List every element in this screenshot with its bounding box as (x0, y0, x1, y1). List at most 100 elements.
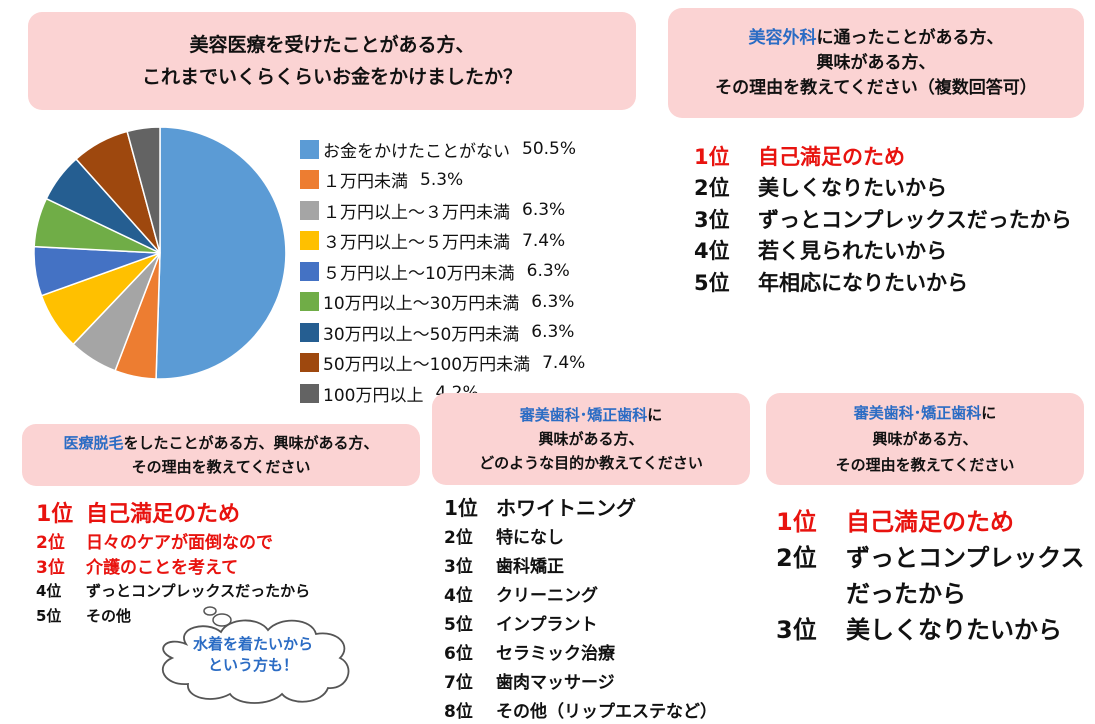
bubble-line-2: という方も！ (207, 656, 298, 674)
legend-value: 6.3% (522, 200, 566, 221)
rank-text: 日々のケアが面倒なので (86, 533, 273, 553)
rank-text: ずっとコンプレックスだったから (758, 207, 1072, 232)
legend-label: １万円未満 (323, 172, 408, 193)
dental-purpose-question-line-1: に (647, 406, 663, 424)
dental-purpose-question-box: 審美歯科･矯正歯科に 興味がある方、 どのような目的か教えてください (432, 393, 750, 485)
dental-purpose-rank-4: 4位 クリーニング (444, 579, 717, 608)
cosmetic-surgery-rank-2: 2位 美しくなりたいから (694, 172, 1072, 204)
hair-removal-question-box: 医療脱毛をしたことがある方、興味がある方、 その理由を教えてください (22, 424, 420, 486)
dental-purpose-rank-6: 6位 セラミック治療 (444, 637, 717, 666)
dental-purpose-ranking: 1位 ホワイトニング 2位 特になし 3位 歯科矯正 4位 クリーニング 5位 インプラント 6位 セ… (444, 492, 717, 724)
legend-swatch (300, 139, 319, 159)
dental-purpose-rank-5: 5位 インプラント (444, 608, 717, 637)
rank-text: その他（リップエステなど） (496, 702, 717, 722)
dental-purpose-question-line-3: どのような目的か教えてください (479, 454, 703, 472)
legend-label: お金をかけたことがない (323, 141, 510, 162)
dental-reason-question-box: 審美歯科･矯正歯科に 興味がある方、 その理由を教えてください (766, 393, 1084, 485)
pie-question-box: 美容医療を受けたことがある方、 これまでいくらくらいお金をかけましたか？ (28, 12, 636, 110)
rank-number: 8位 (444, 702, 473, 722)
rank-text: 歯肉マッサージ (496, 673, 615, 693)
dental-reason-keyword: 審美歯科･矯正歯科 (853, 404, 982, 422)
legend-label: 100万円以上 (323, 385, 424, 406)
legend-value: 5.3% (420, 169, 464, 190)
rank-text: ずっとコンプレックスだったから (86, 582, 311, 600)
hair-removal-rank-1: 1位 自己満足のため (36, 496, 310, 528)
legend-value: 6.3% (531, 322, 575, 343)
legend-swatch (300, 261, 319, 281)
pie-slice-1 (155, 126, 287, 380)
rank-number: 3位 (776, 616, 817, 644)
rank-number: 6位 (444, 644, 473, 664)
legend-entry: １万円未満 5.3% (300, 165, 585, 196)
rank-text: 自己満足のため (758, 144, 905, 169)
cosmetic-surgery-ranking: 1位 自己満足のため 2位 美しくなりたいから 3位 ずっとコンプレックスだったから 4位 若… (694, 140, 1072, 298)
legend-label: ３万円以上～５万円未満 (323, 233, 510, 254)
cosmetic-surgery-rank-1: 1位 自己満足のため (694, 140, 1072, 172)
cosmetic-surgery-rank-5: 5位 年相応になりたいから (694, 266, 1072, 298)
bubble-text: 水着を着たいから という方も！ (188, 634, 318, 676)
pie-question-line-1: 美容医療を受けたことがある方、 (189, 34, 475, 56)
rank-text: インプラント (496, 615, 598, 635)
dental-reason-question-line-1: に (981, 404, 997, 422)
dental-purpose-question-line-2: 興味がある方、 (538, 430, 644, 448)
rank-text: 自己満足のため (86, 502, 241, 527)
legend-swatch (300, 383, 319, 403)
legend-entry: 10万円以上～30万円未満 6.3% (300, 287, 585, 318)
rank-text: その他 (86, 607, 132, 625)
legend-swatch (300, 292, 319, 312)
rank-text: ずっとコンプレックスだったから (846, 544, 1085, 608)
rank-number: 5位 (36, 607, 62, 625)
legend-value: 7.4% (542, 352, 586, 373)
rank-number: 3位 (694, 207, 730, 232)
legend-label: 30万円以上～50万円未満 (323, 324, 520, 345)
rank-text: 歯科矯正 (496, 557, 564, 577)
rank-text: 自己満足のため (846, 508, 1014, 536)
bubble-line-1: 水着を着たいから (192, 635, 313, 653)
hair-removal-ranking: 1位 自己満足のため 2位 日々のケアが面倒なので 3位 介護のことを考えて 4位 ずっとコン… (36, 496, 310, 628)
legend-entry: 30万円以上～50万円未満 6.3% (300, 317, 585, 348)
cosmetic-surgery-rank-4: 4位 若く見られたいから (694, 235, 1072, 267)
cosmetic-surgery-question-line-1: に通ったことがある方、 (816, 27, 1004, 48)
legend-swatch (300, 200, 319, 220)
pie-slice-9 (126, 126, 161, 254)
rank-number: 2位 (776, 544, 817, 572)
rank-number: 5位 (694, 270, 730, 295)
dental-reason-rank-2: 2位 ずっとコンプレックス だったから (776, 540, 1085, 612)
rank-number: 5位 (444, 615, 473, 635)
cosmetic-surgery-question-line-2: 興味がある方、 (816, 52, 936, 73)
legend-swatch (300, 353, 319, 373)
hair-removal-question-line-2: その理由を教えてください (131, 458, 311, 476)
rank-text: 美しくなりたいから (846, 616, 1062, 644)
pie-question-line-2: これまでいくらくらいお金をかけましたか？ (141, 66, 522, 88)
legend-label: 10万円以上～30万円未満 (323, 294, 520, 315)
rank-number: 1位 (444, 496, 478, 520)
rank-number: 4位 (694, 239, 730, 264)
legend-entry: 50万円以上～100万円未満 7.4% (300, 348, 585, 379)
rank-number: 2位 (694, 176, 730, 201)
legend-value: 6.3% (531, 291, 575, 312)
hair-removal-rank-2: 2位 日々のケアが面倒なので (36, 528, 310, 553)
hair-removal-rank-4: 4位 ずっとコンプレックスだったから (36, 578, 310, 603)
rank-text: セラミック治療 (496, 644, 615, 664)
rank-text: ホワイトニング (496, 496, 636, 520)
dental-reason-ranking: 1位 自己満足のため 2位 ずっとコンプレックス だったから 3位 美しくなりたいから (776, 504, 1085, 648)
dental-purpose-keyword: 審美歯科･矯正歯科 (519, 406, 648, 424)
cosmetic-surgery-question-box: 美容外科に通ったことがある方、 興味がある方、 その理由を教えてください（複数回… (668, 8, 1084, 118)
rank-text: 美しくなりたいから (758, 176, 947, 201)
pie-legend: お金をかけたことがない 50.5% １万円未満 5.3% １万円以上～３万円未満 6.3%… (300, 134, 585, 409)
legend-label: １万円以上～３万円未満 (323, 202, 510, 223)
rank-number: 1位 (776, 508, 817, 536)
thought-bubble (161, 606, 350, 704)
rank-number: 7位 (444, 673, 473, 693)
cosmetic-surgery-keyword: 美容外科 (748, 27, 817, 48)
legend-entry: ５万円以上～10万円未満 6.3% (300, 256, 585, 287)
legend-swatch (300, 322, 319, 342)
legend-label: 50万円以上～100万円未満 (323, 355, 531, 376)
legend-entry: お金をかけたことがない 50.5% (300, 134, 585, 165)
hair-removal-rank-3: 3位 介護のことを考えて (36, 553, 310, 578)
legend-label: ５万円以上～10万円未満 (323, 263, 515, 284)
hair-removal-keyword: 医療脱毛 (63, 434, 124, 452)
dental-purpose-rank-1: 1位 ホワイトニング (444, 492, 717, 521)
legend-entry: ３万円以上～５万円未満 7.4% (300, 226, 585, 257)
dental-reason-rank-3: 3位 美しくなりたいから (776, 612, 1085, 648)
